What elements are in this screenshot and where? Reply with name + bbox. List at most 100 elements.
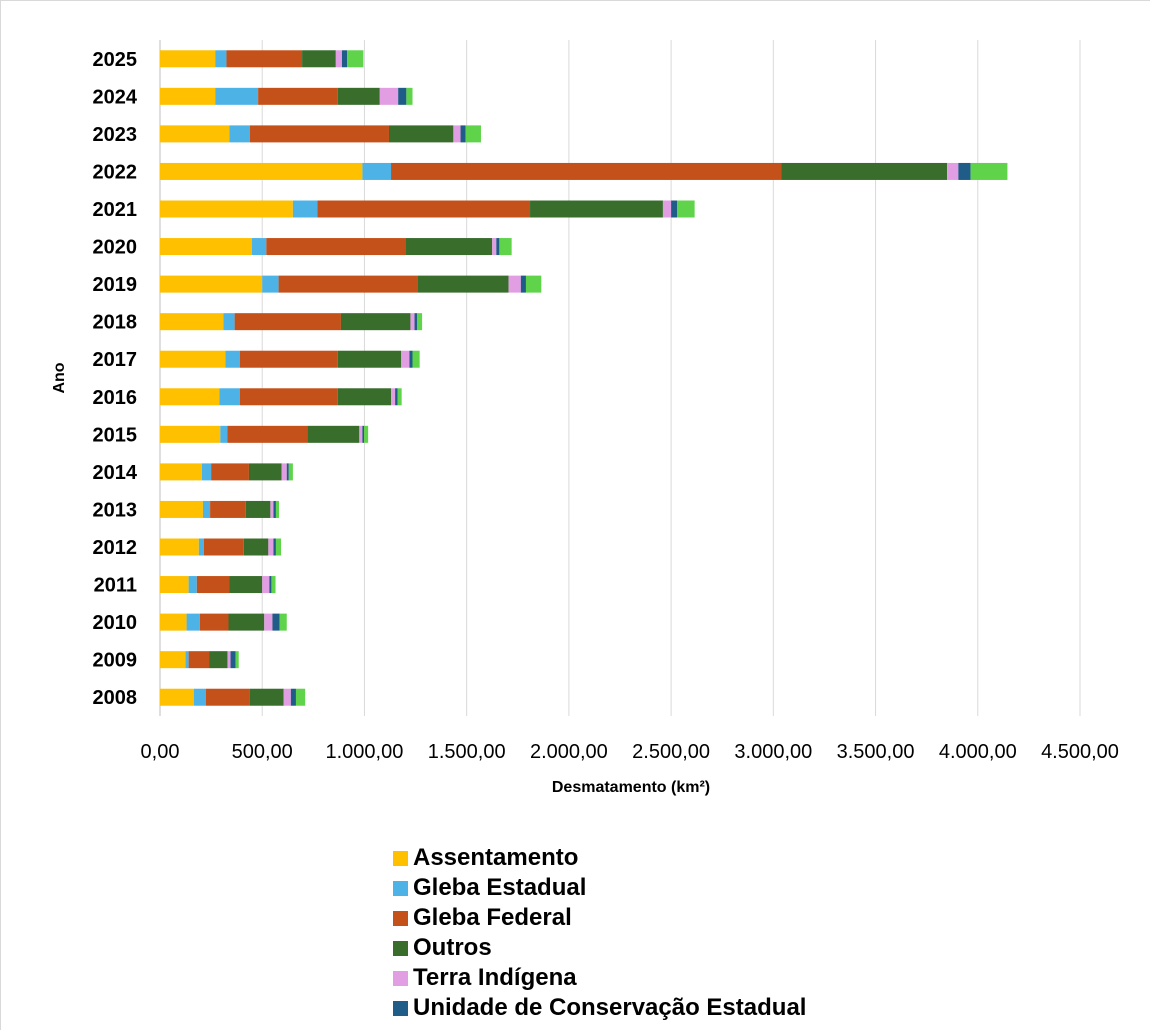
legend-swatch [393,880,408,896]
y-tick-label: 2025 [93,49,138,71]
y-tick-label: 2017 [93,349,138,371]
bar-segment [211,463,249,481]
bar-segment [268,538,274,556]
bar-segment [395,388,398,406]
bar-segment [662,200,672,218]
legend-item: Gleba Estadual [393,873,806,903]
bars [160,50,1008,706]
bar-segment [160,500,203,518]
bar-segment [239,350,338,368]
bar-segment [258,87,338,105]
bar-segment [520,275,526,293]
y-axis-title: Ano [51,362,68,393]
bar-segment [398,87,407,105]
bar-segment [275,500,279,518]
legend: Assentamento Gleba Estadual Gleba Federal O… [393,843,806,1023]
bar-segment [337,350,402,368]
bar-segment [496,238,500,256]
bar-segment [340,313,411,331]
bar-segment [492,238,497,256]
bar-segment [264,613,273,631]
bar-segment [235,651,239,669]
bar-segment [188,651,210,669]
bar-segment [160,350,226,368]
x-tick-label: 1.500,00 [428,741,506,763]
x-tick-label: 0,00 [141,741,180,763]
legend-label: Unidade de Conservação Estadual [413,994,807,1021]
bar-segment [271,576,276,594]
bar-segment [508,275,521,293]
y-tick-label: 2010 [93,612,138,634]
y-tick-label: 2015 [93,424,138,446]
bar-segment [272,613,280,631]
legend-label: Gleba Estadual [413,874,587,901]
bar-segment [160,425,221,443]
bar-segment [283,688,291,706]
bar-segment [286,463,289,481]
x-tick-label: 4.000,00 [939,741,1017,763]
bar-segment [525,275,542,293]
gridlines [159,40,1081,716]
bar-segment [245,500,271,518]
bar-segment [410,313,415,331]
x-tick-label: 3.000,00 [734,741,812,763]
legend-swatch [393,970,408,986]
bar-segment [412,350,420,368]
bar-segment [279,613,287,631]
bar-segment [401,350,410,368]
bar-segment [160,613,187,631]
x-tick-label: 4.500,00 [1041,741,1119,763]
bar-segment [227,651,231,669]
bar-segment [229,125,250,143]
bar-segment [185,651,189,669]
bar-segment [160,275,263,293]
bar-segment [262,576,270,594]
bar-segment [252,238,267,256]
bar-segment [160,388,220,406]
bar-segment [160,688,194,706]
y-tick-label: 2020 [93,237,138,259]
bar-segment [405,238,493,256]
x-tick-labels: 0,00 500,00 1.000,00 1.500,00 2.000,00 2.500,… [141,741,1119,763]
bar-segment [160,313,224,331]
bar-segment [273,500,276,518]
bar-segment [414,313,417,331]
bar-segment [219,388,240,406]
bar-segment [202,500,211,518]
bar-segment [275,538,282,556]
x-axis-title: Desmatamento (km²) [552,779,710,796]
y-tick-label: 2024 [93,86,138,108]
bar-segment [266,238,406,256]
x-tick-label: 2.000,00 [530,741,608,763]
bar-segment [228,613,265,631]
legend-item: Terra Indígena [393,963,806,993]
bar-segment [160,50,216,68]
bar-segment [193,688,206,706]
bar-segment [671,200,678,218]
bar-segment [958,162,971,180]
bar-segment [362,162,392,180]
y-tick-label: 2011 [94,575,137,597]
x-tick-label: 1.000,00 [326,741,404,763]
bar-segment [288,463,293,481]
legend-swatch [393,1000,408,1016]
bar-segment [290,688,296,706]
bar-segment [160,200,293,218]
bar-segment [406,87,413,105]
y-tick-label: 2008 [93,687,138,709]
bar-segment [215,87,259,105]
bar-segment [465,125,481,143]
legend-item: Unidade de Conservação Estadual [393,993,806,1023]
bar-segment [227,425,308,443]
bar-segment [160,87,216,105]
x-tick-label: 500,00 [232,741,293,763]
bar-segment [223,313,235,331]
bar-segment [947,162,959,180]
y-tick-label: 2009 [93,650,138,672]
legend-item: Outros [393,933,806,963]
legend-item: Gleba Federal [393,903,806,933]
bar-segment [391,162,782,180]
bar-segment [196,576,230,594]
bar-segment [781,162,948,180]
bar-segment [206,688,250,706]
